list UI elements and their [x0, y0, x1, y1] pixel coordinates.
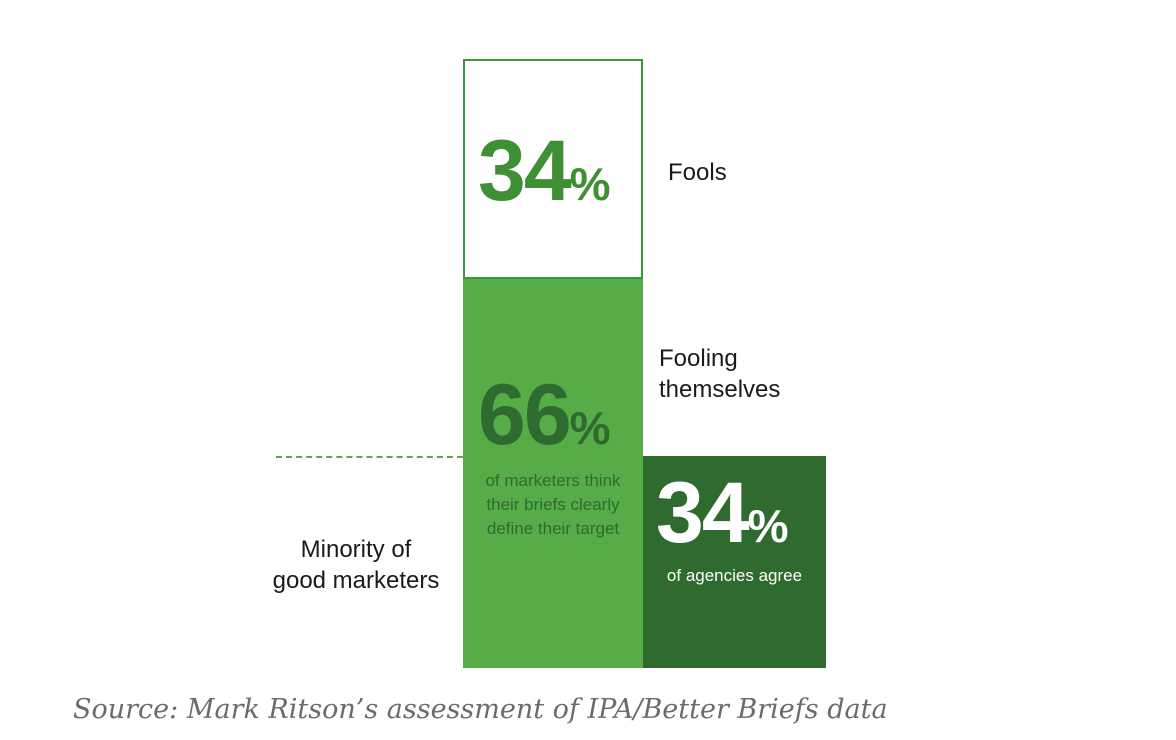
fooling-label: Fooling themselves [659, 343, 780, 405]
fools-block [463, 59, 643, 279]
fools-percentage: 34% [478, 128, 611, 214]
fooling-description-line: of marketers think [485, 471, 621, 490]
fooling-description-line: define their target [486, 519, 620, 538]
fools-value: 34 [478, 123, 572, 219]
fools-label: Fools [668, 159, 727, 186]
fooling-label-line: themselves [659, 376, 781, 403]
agencies-block [643, 456, 826, 668]
agencies-value: 34 [656, 465, 750, 561]
fooling-label-line: Fooling [659, 345, 738, 372]
agencies-description: of agencies agree [666, 566, 803, 585]
fooling-description-line: their briefs clearly [486, 495, 620, 514]
threshold-dashed-line [276, 456, 463, 458]
agencies-unit: % [747, 500, 789, 552]
fooling-block [463, 279, 643, 668]
fools-unit: % [569, 158, 611, 210]
fooling-percentage: 66% [478, 372, 611, 458]
minority-label-line: Minority of [300, 536, 412, 563]
minority-label-line: good marketers [272, 567, 440, 594]
source-caption: Source: Mark Ritson’s assessment of IPA/… [73, 694, 888, 725]
agencies-percentage: 34% [656, 470, 789, 556]
fooling-value: 66 [478, 367, 572, 463]
fooling-description: of marketers think their briefs clearly … [466, 469, 640, 541]
minority-label: Minority of good marketers [258, 534, 454, 596]
fooling-unit: % [569, 402, 611, 454]
